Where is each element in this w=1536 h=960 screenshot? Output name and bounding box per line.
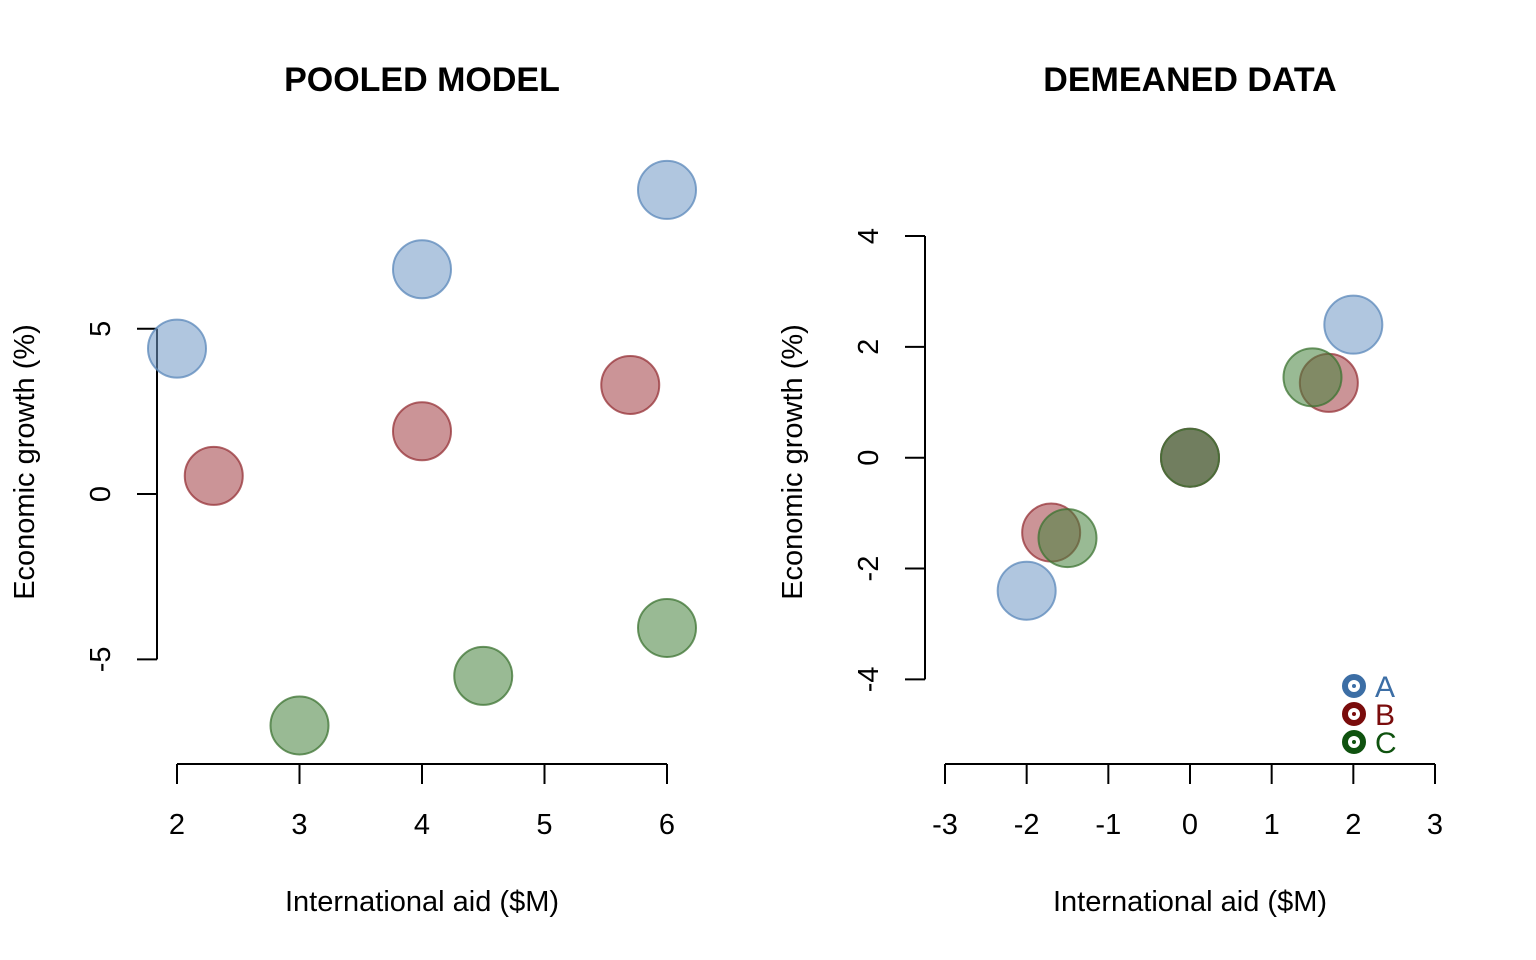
pooled-model-points (147, 159, 697, 756)
pooled-model-point-b (392, 401, 452, 462)
legend-marker-b (1342, 702, 1366, 726)
pooled-model-title: POOLED MODEL (284, 61, 560, 99)
legend-marker-dot-c (1352, 740, 1356, 744)
demeaned-data-axes: -3 -2 -1 0 1 2 3 -4 -2 0 2 4 (853, 228, 1443, 841)
legend: ABC (1342, 671, 1397, 760)
demeaned-data-x-axis-label: International aid ($M) (1053, 886, 1327, 918)
legend-marker-dot-b (1352, 712, 1356, 716)
demeaned-data-x-tick-label: -2 (1014, 809, 1040, 841)
pooled-model-y-tick-label: -5 (85, 646, 117, 672)
pooled-model-point-b (600, 354, 661, 415)
demeaned-data-point-c (1160, 427, 1220, 488)
pooled-model-x-tick-label: 5 (536, 809, 552, 841)
demeaned-data-y-tick-label: -2 (853, 556, 885, 582)
pooled-model-point-b (183, 445, 244, 506)
demeaned-data-point-c (1282, 347, 1343, 408)
pooled-model-x-tick-label: 3 (291, 809, 307, 841)
pooled-model-point-a (147, 318, 207, 379)
pooled-model-axes: 2 3 4 5 6 -5 0 5 (85, 321, 675, 841)
pooled-model-x-axis-label: International aid ($M) (285, 886, 559, 918)
demeaned-data-x-tick-label: 0 (1182, 809, 1198, 841)
pooled-model-x-tick-label: 4 (414, 809, 430, 841)
demeaned-data-point-a (1323, 294, 1384, 355)
demeaned-data-title: DEMEANED DATA (1043, 61, 1336, 99)
demeaned-data-x-tick-label: 1 (1264, 809, 1280, 841)
pooled-model-y-axis-label: Economic growth (%) (9, 324, 41, 600)
pooled-model-y-tick-label: 0 (85, 486, 117, 502)
legend-label-c: C (1375, 727, 1397, 760)
demeaned-data-y-axis-label: Economic growth (%) (777, 324, 809, 600)
demeaned-data-y-tick-label: 2 (853, 339, 885, 355)
demeaned-data-y-tick-label: 0 (853, 450, 885, 466)
legend-label-b: B (1375, 699, 1395, 732)
pooled-model-x-tick-label: 6 (659, 809, 675, 841)
demeaned-data-x-tick-label: 2 (1345, 809, 1361, 841)
pooled-model-x-tick-label: 2 (169, 809, 185, 841)
pooled-model-point-c (453, 645, 514, 706)
demeaned-data-x-tick-label: -1 (1095, 809, 1121, 841)
demeaned-data-point-c (1037, 508, 1098, 569)
pooled-model-y-tick-label: 5 (85, 321, 117, 337)
demeaned-data-panel: DEMEANED DATA International aid ($M) Eco… (777, 61, 1443, 918)
demeaned-data-points (996, 294, 1384, 621)
demeaned-data-y-tick-label: 4 (853, 228, 885, 244)
legend-marker-a (1342, 674, 1366, 698)
pooled-model-point-a (392, 239, 452, 300)
demeaned-data-point-a (996, 560, 1057, 621)
demeaned-data-x-tick-label: -3 (932, 809, 958, 841)
legend-marker-dot-a (1352, 684, 1356, 688)
demeaned-data-y-tick-label: -4 (853, 667, 885, 693)
legend-marker-c (1342, 730, 1366, 754)
pooled-model-panel: POOLED MODEL International aid ($M) Econ… (9, 61, 697, 918)
legend-label-a: A (1375, 671, 1395, 704)
pooled-model-point-c (269, 695, 330, 756)
pooled-model-point-c (637, 597, 697, 658)
pooled-model-point-a (637, 159, 697, 220)
demeaned-data-x-tick-label: 3 (1427, 809, 1443, 841)
